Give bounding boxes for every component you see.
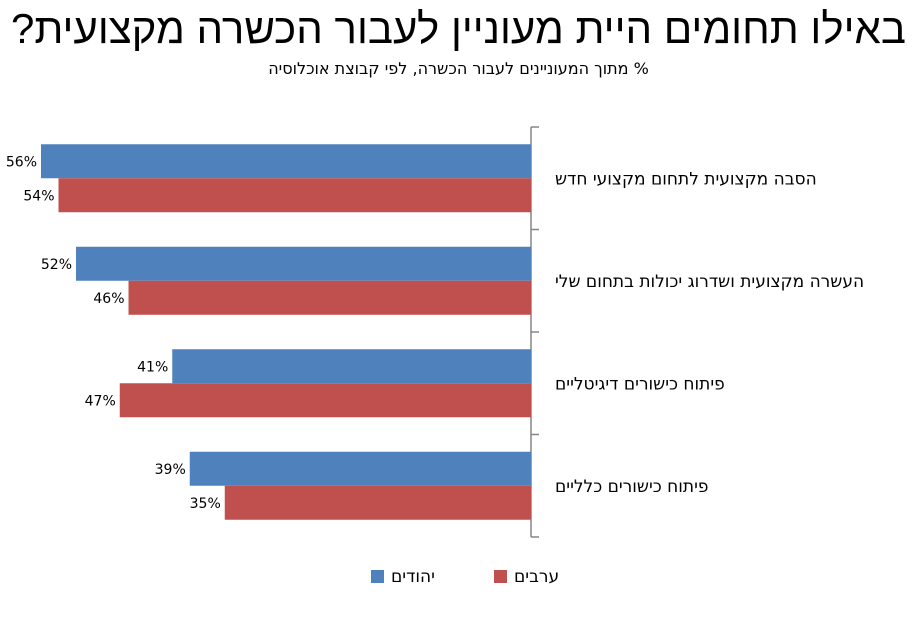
chart-title: באילו תחומים היית מעוניין לעבור הכשרה מק… [10,5,906,52]
bar-jews [189,451,531,486]
bar-jews [76,246,531,281]
legend-label-jews: יהודים [391,567,435,587]
bar-arabs [119,383,531,418]
category-label: הסבה מקצועית לתחום מקצועי חדש [555,169,817,189]
bar-arabs [224,485,531,520]
data-label: 39% [155,462,186,478]
data-label: 52% [41,257,72,273]
bar-arabs [128,280,531,315]
legend-swatch-arabs [494,570,507,583]
data-label: 41% [137,359,168,375]
data-label: 47% [85,393,116,409]
data-label: 56% [6,154,37,170]
category-label: העשרה מקצועית ושדרוג יכולות בתחום שלי [555,272,864,292]
data-label: 54% [23,188,54,204]
legend-label-arabs: ערבים [514,567,559,587]
chart-subtitle: % מתוך המעוניינים לעבור הכשרה, לפי קבוצת… [268,59,649,78]
legend-swatch-jews [371,570,384,583]
category-label: פיתוח כישורים דיגיטליים [555,374,725,394]
data-label: 46% [93,291,124,307]
bar-jews [41,144,531,179]
bar-jews [172,349,531,384]
data-label: 35% [190,496,221,512]
bar-arabs [58,178,531,213]
category-label: פיתוח כישורים כלליים [555,477,708,497]
